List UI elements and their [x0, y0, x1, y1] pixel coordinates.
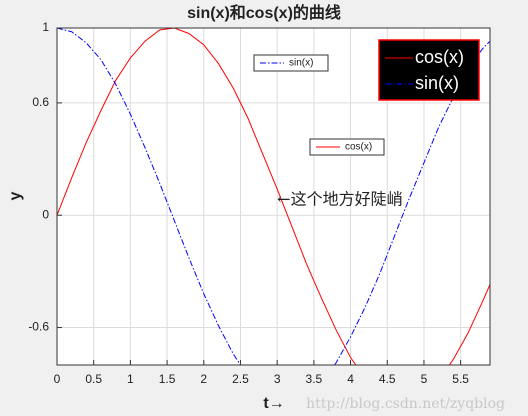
legend-box — [253, 54, 329, 72]
legend-label: cos(x) — [415, 47, 464, 67]
legend-box — [309, 138, 385, 156]
x-tick-label: 5.5 — [452, 372, 469, 386]
axes-box — [56, 27, 491, 366]
x-tick-label: 2 — [200, 372, 207, 386]
x-tick-label: 0 — [54, 372, 61, 386]
series-line — [57, 28, 490, 365]
x-tick-label: 2.5 — [232, 372, 249, 386]
legend-box — [378, 39, 480, 101]
legend-label: cos(x) — [345, 142, 372, 153]
legend-label: sin(x) — [289, 58, 313, 69]
y-tick-label: 0 — [42, 207, 49, 221]
x-tick-label: 1 — [127, 372, 134, 386]
annotation: ←这个地方好陡峭 — [277, 190, 402, 209]
watermark: http://blog.csdn.net/zyqblog — [306, 396, 505, 412]
x-tick-label: 5 — [421, 372, 428, 386]
legend-label: sin(x) — [415, 73, 459, 93]
x-tick-label: 1.5 — [159, 372, 176, 386]
y-tick-label: 0.6 — [32, 95, 49, 109]
x-axis-label: t→ — [263, 395, 284, 412]
y-axis-label: y — [7, 191, 24, 200]
x-tick-label: 0.5 — [85, 372, 102, 386]
x-tick-label: 3 — [274, 372, 281, 386]
y-tick-label: -0.6 — [28, 320, 49, 334]
x-tick-label: 3.5 — [306, 372, 323, 386]
chart-title: sin(x)和cos(x)的曲线 — [187, 3, 341, 22]
series-line — [57, 28, 490, 365]
x-tick-label: 4.5 — [379, 372, 396, 386]
y-tick-label: 1 — [42, 20, 49, 34]
x-tick-label: 4 — [347, 372, 354, 386]
